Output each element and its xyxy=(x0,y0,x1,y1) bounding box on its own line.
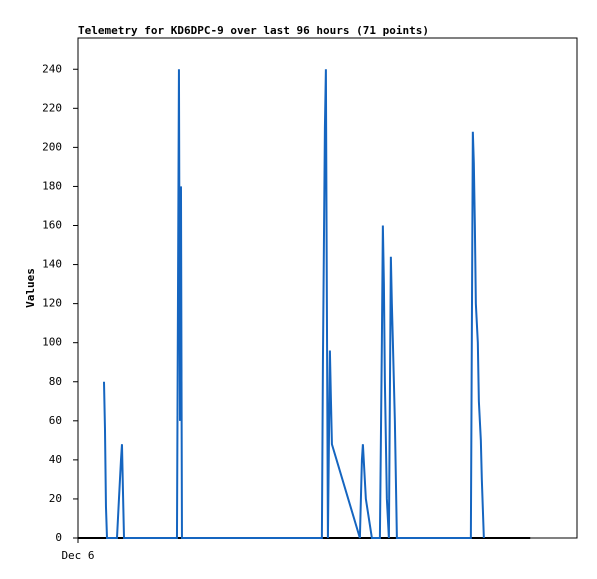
data-line xyxy=(102,69,485,539)
chart-title: Telemetry for KD6DPC-9 over last 96 hour… xyxy=(78,24,429,37)
y-tick-label: 240 xyxy=(42,62,62,75)
y-tick-label: 80 xyxy=(49,375,62,388)
y-tick-label: 40 xyxy=(49,453,62,466)
y-tick-label: 0 xyxy=(55,531,62,544)
y-tick-label: 200 xyxy=(42,140,62,153)
y-tick-label: 140 xyxy=(42,258,62,271)
y-axis-label: Values xyxy=(24,268,37,308)
y-tick-label: 120 xyxy=(42,297,62,310)
y-tick-label: 20 xyxy=(49,492,62,505)
y-tick-label: 220 xyxy=(42,101,62,114)
y-tick-label: 180 xyxy=(42,179,62,192)
y-tick-label: 60 xyxy=(49,414,62,427)
y-tick-label: 100 xyxy=(42,336,62,349)
y-tick-label: 160 xyxy=(42,219,62,232)
x-tick-label: Dec 6 xyxy=(61,549,94,562)
